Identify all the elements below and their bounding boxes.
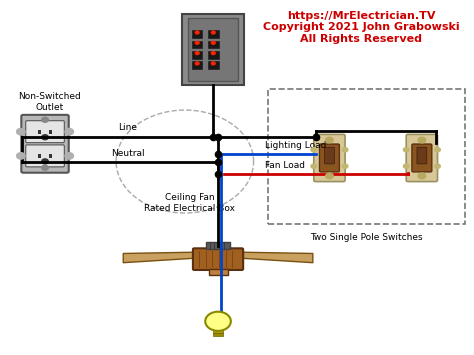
FancyBboxPatch shape (192, 51, 202, 59)
FancyBboxPatch shape (208, 61, 219, 69)
Circle shape (211, 31, 215, 34)
Circle shape (211, 52, 215, 55)
Circle shape (435, 148, 440, 152)
Bar (38, 154, 41, 158)
Circle shape (42, 165, 48, 170)
Circle shape (42, 159, 48, 164)
FancyBboxPatch shape (182, 14, 244, 85)
FancyBboxPatch shape (314, 134, 345, 181)
FancyBboxPatch shape (325, 147, 334, 164)
Circle shape (65, 153, 73, 159)
FancyBboxPatch shape (417, 147, 427, 164)
Circle shape (342, 164, 348, 168)
Bar (49, 130, 52, 133)
Circle shape (326, 137, 333, 143)
Bar (213, 326, 223, 329)
Circle shape (195, 52, 199, 55)
FancyBboxPatch shape (319, 144, 339, 172)
Text: Lighting Load: Lighting Load (265, 141, 327, 150)
Bar (209, 269, 228, 275)
Circle shape (42, 135, 48, 140)
Circle shape (403, 148, 409, 152)
Circle shape (195, 31, 199, 34)
Circle shape (311, 164, 317, 168)
Bar (268, 89, 465, 224)
Circle shape (211, 42, 215, 44)
Text: Neutral: Neutral (111, 149, 145, 158)
FancyBboxPatch shape (193, 248, 243, 270)
Bar (38, 130, 41, 133)
Bar (213, 333, 223, 336)
FancyBboxPatch shape (208, 41, 219, 49)
Circle shape (211, 62, 215, 65)
Circle shape (195, 62, 199, 65)
Text: Line: Line (118, 124, 137, 132)
Circle shape (195, 42, 199, 44)
Circle shape (403, 164, 409, 168)
Text: Fan Load: Fan Load (265, 162, 305, 170)
Bar (213, 329, 223, 333)
Circle shape (205, 312, 231, 331)
Circle shape (342, 148, 348, 152)
FancyBboxPatch shape (21, 115, 69, 173)
Text: Ceiling Fan
Rated Electrical Box: Ceiling Fan Rated Electrical Box (144, 193, 235, 213)
Polygon shape (123, 252, 203, 263)
Circle shape (418, 173, 426, 179)
Circle shape (311, 148, 317, 152)
Circle shape (17, 153, 25, 159)
Polygon shape (233, 252, 313, 263)
Circle shape (326, 173, 333, 179)
Circle shape (418, 137, 426, 143)
FancyBboxPatch shape (192, 61, 202, 69)
Circle shape (65, 129, 73, 135)
FancyBboxPatch shape (26, 145, 64, 167)
Bar (49, 154, 52, 158)
Text: Non-Switched
Outlet: Non-Switched Outlet (18, 92, 81, 112)
Bar (206, 241, 230, 249)
FancyBboxPatch shape (192, 31, 202, 38)
FancyBboxPatch shape (188, 18, 238, 81)
Text: Two Single Pole Switches: Two Single Pole Switches (310, 233, 422, 241)
FancyBboxPatch shape (208, 51, 219, 59)
Circle shape (435, 164, 440, 168)
FancyBboxPatch shape (406, 134, 438, 181)
Text: https://MrElectrician.TV
Copyright 2021 John Grabowski
All Rights Reserved: https://MrElectrician.TV Copyright 2021 … (263, 11, 460, 44)
Circle shape (42, 117, 48, 122)
FancyBboxPatch shape (208, 31, 219, 38)
FancyBboxPatch shape (412, 144, 432, 172)
FancyBboxPatch shape (192, 41, 202, 49)
FancyBboxPatch shape (26, 121, 64, 143)
Circle shape (17, 129, 25, 135)
